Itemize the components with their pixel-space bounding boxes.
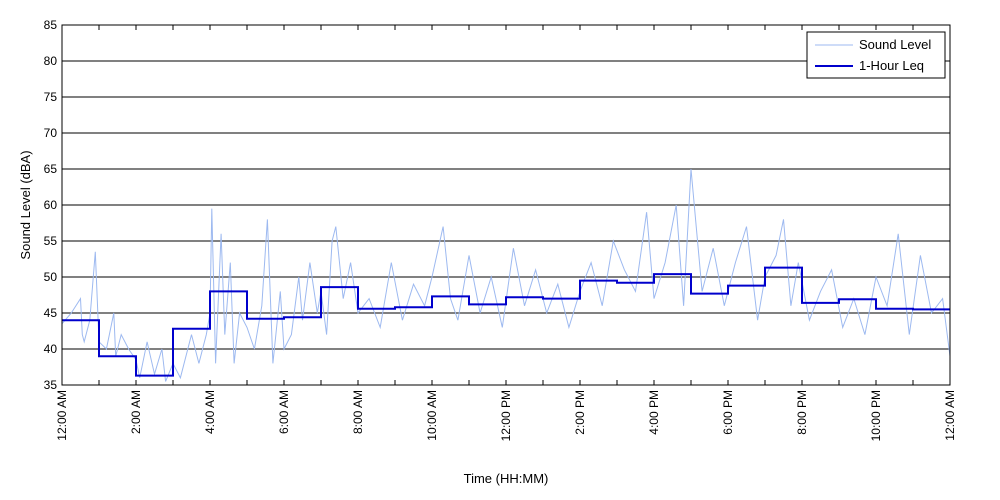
x-tick-label-0: 12:00 AM [55,390,69,441]
y-tick-label-80: 80 [44,54,58,68]
x-tick-label-5: 10:00 AM [425,390,439,441]
y-tick-label-35: 35 [44,378,58,392]
x-axis-title: Time (HH:MM) [464,471,549,486]
x-tick-label-3: 6:00 AM [277,390,291,434]
label-layer: 35 40 45 50 55 60 65 70 75 80 85 12:00 AM 2:00 AM 4:0… [44,18,957,441]
grid-layer [62,60,950,350]
x-tick-label-12: 12:00 AM [943,390,957,441]
x-tick-label-10: 8:00 PM [795,390,809,435]
y-tick-label-70: 70 [44,126,58,140]
legend-label-sound-level: Sound Level [859,37,931,52]
y-axis-title: Sound Level (dBA) [18,150,33,259]
x-tick-label-4: 8:00 AM [351,390,365,434]
legend-box [806,31,946,79]
x-tick-label-8: 4:00 PM [647,390,661,435]
y-tick-label-65: 65 [44,162,58,176]
series-1-hour-leq [62,266,950,377]
y-tick-label-45: 45 [44,306,58,320]
y-tick-label-75: 75 [44,90,58,104]
x-tick-label-7: 2:00 PM [573,390,587,435]
x-tick-label-9: 6:00 PM [721,390,735,435]
x-tick-label-1: 2:00 AM [129,390,143,434]
legend-label-1-hour-leq: 1-Hour Leq [859,58,924,73]
y-tick-label-50: 50 [44,270,58,284]
x-tick-label-2: 4:00 AM [203,390,217,434]
y-tick-label-55: 55 [44,234,58,248]
x-tick-label-6: 12:00 PM [499,390,513,441]
tick-layer [61,24,951,386]
y-tick-label-60: 60 [44,198,58,212]
series-layer [61,168,951,382]
y-tick-label-40: 40 [44,342,58,356]
x-tick-label-11: 10:00 PM [869,390,883,441]
legend: Sound Level 1-Hour Leq [806,31,946,79]
series-sound-level [61,168,951,382]
y-tick-label-85: 85 [44,18,58,32]
